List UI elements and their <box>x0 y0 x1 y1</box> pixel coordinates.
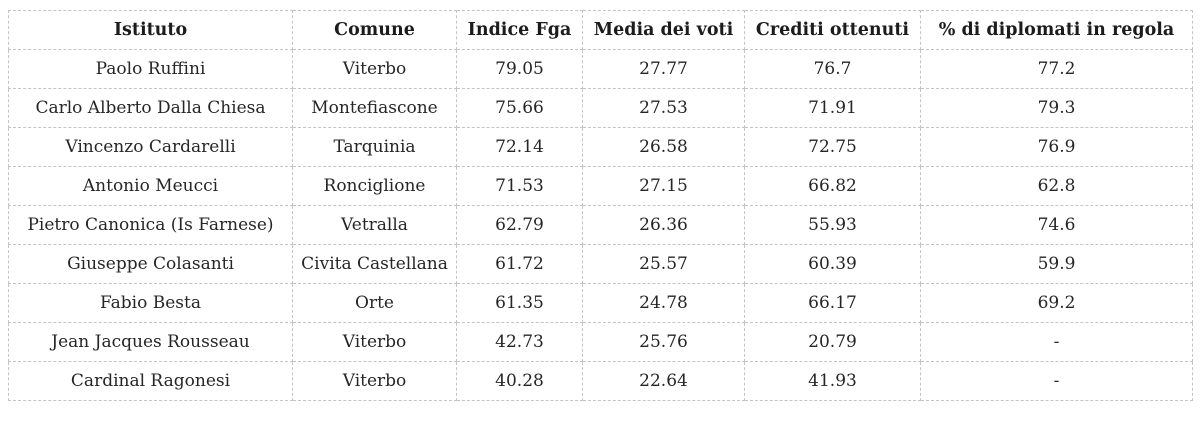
table-row: Pietro Canonica (Is Farnese) Vetralla 62… <box>8 205 1193 245</box>
cell-comune: Civita Castellana <box>292 244 457 284</box>
table-header-row: Istituto Comune Indice Fga Media dei vot… <box>8 10 1193 50</box>
cell-diplomati: - <box>920 322 1193 362</box>
cell-media-voti: 27.15 <box>582 166 745 206</box>
table-row: Paolo Ruffini Viterbo 79.05 27.77 76.7 7… <box>8 49 1193 89</box>
header-diplomati-regola: % di diplomati in regola <box>920 10 1193 50</box>
school-results-table: Istituto Comune Indice Fga Media dei vot… <box>8 10 1193 401</box>
cell-media-voti: 27.77 <box>582 49 745 89</box>
cell-media-voti: 22.64 <box>582 361 745 401</box>
cell-istituto: Vincenzo Cardarelli <box>8 127 293 167</box>
cell-crediti: 60.39 <box>744 244 921 284</box>
cell-crediti: 20.79 <box>744 322 921 362</box>
table-row: Giuseppe Colasanti Civita Castellana 61.… <box>8 244 1193 284</box>
cell-diplomati: 62.8 <box>920 166 1193 206</box>
cell-media-voti: 27.53 <box>582 88 745 128</box>
cell-indice-fga: 71.53 <box>456 166 583 206</box>
cell-istituto: Cardinal Ragonesi <box>8 361 293 401</box>
cell-comune: Montefiascone <box>292 88 457 128</box>
cell-istituto: Fabio Besta <box>8 283 293 323</box>
cell-crediti: 66.82 <box>744 166 921 206</box>
cell-media-voti: 25.57 <box>582 244 745 284</box>
cell-crediti: 66.17 <box>744 283 921 323</box>
cell-diplomati: 79.3 <box>920 88 1193 128</box>
cell-istituto: Carlo Alberto Dalla Chiesa <box>8 88 293 128</box>
cell-indice-fga: 72.14 <box>456 127 583 167</box>
table-row: Carlo Alberto Dalla Chiesa Montefiascone… <box>8 88 1193 128</box>
header-media-voti: Media dei voti <box>582 10 745 50</box>
cell-comune: Tarquinia <box>292 127 457 167</box>
cell-crediti: 55.93 <box>744 205 921 245</box>
table-row: Fabio Besta Orte 61.35 24.78 66.17 69.2 <box>8 283 1193 323</box>
cell-istituto: Jean Jacques Rousseau <box>8 322 293 362</box>
cell-indice-fga: 61.72 <box>456 244 583 284</box>
cell-comune: Viterbo <box>292 322 457 362</box>
cell-crediti: 71.91 <box>744 88 921 128</box>
cell-indice-fga: 79.05 <box>456 49 583 89</box>
cell-crediti: 76.7 <box>744 49 921 89</box>
cell-indice-fga: 61.35 <box>456 283 583 323</box>
header-indice-fga: Indice Fga <box>456 10 583 50</box>
cell-diplomati: 74.6 <box>920 205 1193 245</box>
cell-indice-fga: 42.73 <box>456 322 583 362</box>
cell-comune: Viterbo <box>292 361 457 401</box>
cell-indice-fga: 40.28 <box>456 361 583 401</box>
cell-comune: Orte <box>292 283 457 323</box>
cell-crediti: 72.75 <box>744 127 921 167</box>
cell-diplomati: 59.9 <box>920 244 1193 284</box>
cell-media-voti: 25.76 <box>582 322 745 362</box>
cell-media-voti: 24.78 <box>582 283 745 323</box>
table-row: Cardinal Ragonesi Viterbo 40.28 22.64 41… <box>8 361 1193 401</box>
cell-comune: Vetralla <box>292 205 457 245</box>
cell-comune: Viterbo <box>292 49 457 89</box>
cell-diplomati: - <box>920 361 1193 401</box>
cell-istituto: Pietro Canonica (Is Farnese) <box>8 205 293 245</box>
cell-diplomati: 77.2 <box>920 49 1193 89</box>
header-istituto: Istituto <box>8 10 293 50</box>
header-comune: Comune <box>292 10 457 50</box>
cell-istituto: Giuseppe Colasanti <box>8 244 293 284</box>
results-table-container: Istituto Comune Indice Fga Media dei vot… <box>8 10 1193 401</box>
cell-diplomati: 76.9 <box>920 127 1193 167</box>
cell-istituto: Paolo Ruffini <box>8 49 293 89</box>
cell-diplomati: 69.2 <box>920 283 1193 323</box>
table-row: Vincenzo Cardarelli Tarquinia 72.14 26.5… <box>8 127 1193 167</box>
cell-indice-fga: 62.79 <box>456 205 583 245</box>
cell-indice-fga: 75.66 <box>456 88 583 128</box>
cell-comune: Ronciglione <box>292 166 457 206</box>
table-row: Jean Jacques Rousseau Viterbo 42.73 25.7… <box>8 322 1193 362</box>
cell-media-voti: 26.58 <box>582 127 745 167</box>
table-row: Antonio Meucci Ronciglione 71.53 27.15 6… <box>8 166 1193 206</box>
cell-istituto: Antonio Meucci <box>8 166 293 206</box>
cell-crediti: 41.93 <box>744 361 921 401</box>
cell-media-voti: 26.36 <box>582 205 745 245</box>
header-crediti-ottenuti: Crediti ottenuti <box>744 10 921 50</box>
